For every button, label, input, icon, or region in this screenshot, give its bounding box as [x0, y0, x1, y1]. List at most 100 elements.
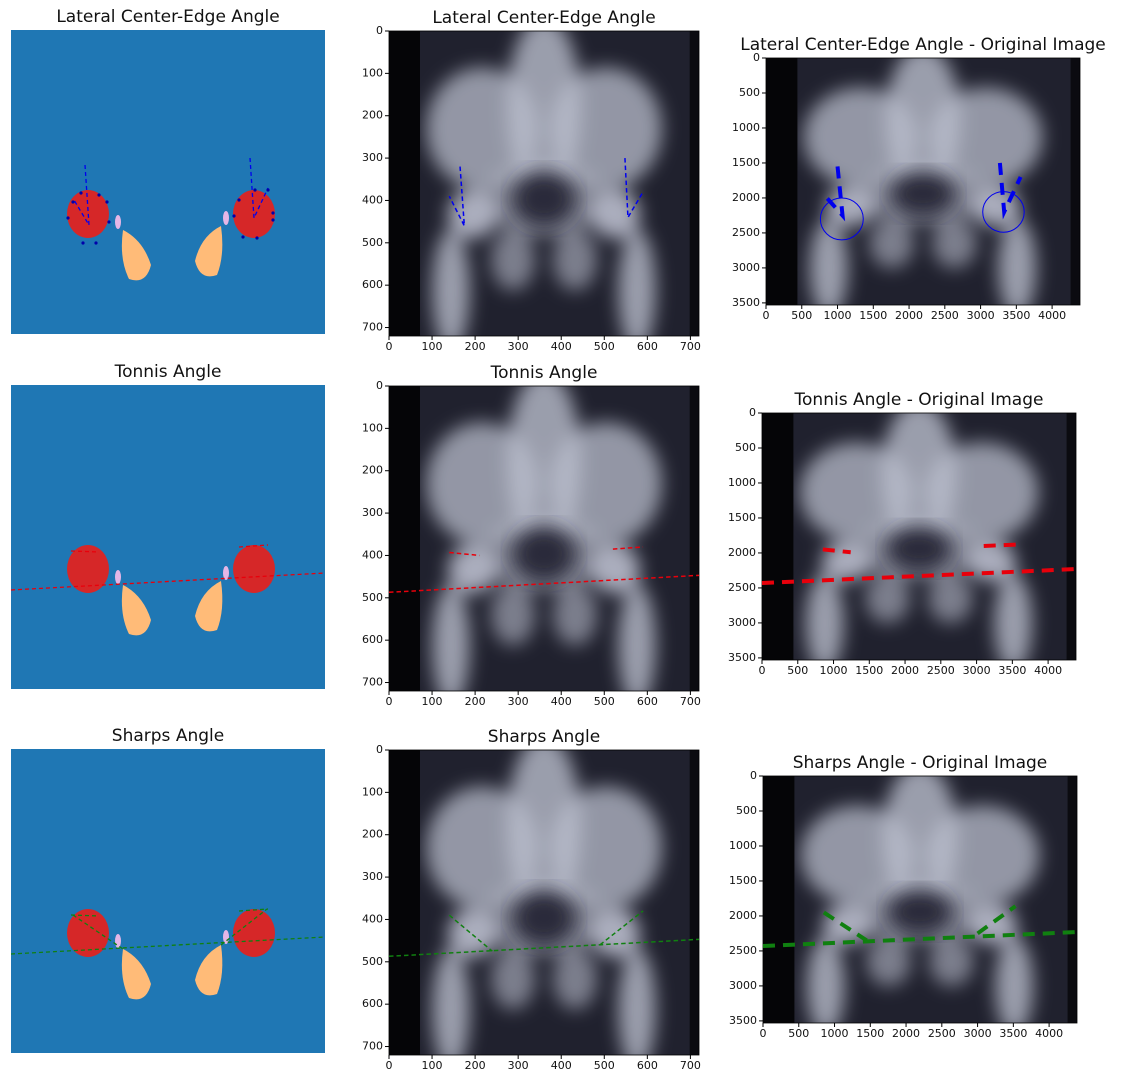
- x-tick-label: 3000: [967, 309, 995, 322]
- bone: [998, 219, 1036, 318]
- x-tick-label: 700: [680, 1059, 701, 1072]
- x-tick-label: 1500: [859, 309, 887, 322]
- y-tick-label: 1500: [729, 874, 757, 887]
- y-tick-label: 500: [739, 86, 760, 99]
- femoral-head: [233, 909, 275, 957]
- y-tick-label: 3000: [728, 616, 756, 629]
- landmark: [97, 193, 100, 196]
- y-tick-label: 700: [362, 1040, 383, 1053]
- landmark: [66, 216, 69, 219]
- xray-image: [389, 735, 699, 1071]
- panel-title: Sharps Angle: [112, 726, 224, 746]
- x-tick-label: 200: [465, 695, 486, 708]
- bone: [932, 219, 976, 268]
- bone: [618, 584, 655, 706]
- y-tick-label: 1000: [732, 121, 760, 134]
- teardrop: [223, 211, 229, 225]
- x-tick-label: 1000: [821, 1027, 849, 1040]
- y-tick-label: 1500: [732, 156, 760, 169]
- x-tick-label: 0: [760, 1027, 767, 1040]
- teardrop: [115, 570, 121, 584]
- bone: [432, 948, 469, 1070]
- landmark: [105, 200, 108, 203]
- teardrop: [115, 934, 121, 948]
- y-tick-label: 0: [750, 769, 757, 782]
- x-tick-label: 0: [763, 309, 770, 322]
- panel-title: Lateral Center-Edge Angle: [432, 8, 655, 28]
- x-tick-label: 1500: [856, 1027, 884, 1040]
- y-tick-label: 2500: [728, 581, 756, 594]
- y-tick-label: 500: [362, 236, 383, 249]
- landmark: [237, 198, 240, 201]
- bone: [867, 937, 911, 986]
- landmark: [266, 188, 269, 191]
- bone: [553, 229, 596, 290]
- pelvic-inlet: [888, 527, 951, 571]
- y-tick-label: 3500: [728, 651, 756, 664]
- panel: Lateral Center-Edge Angle010020030040050…: [362, 8, 701, 353]
- y-tick-label: 500: [735, 441, 756, 454]
- x-tick-label: 3500: [999, 1027, 1027, 1040]
- xray-image: [763, 764, 1077, 1036]
- panel-title: Lateral Center-Edge Angle - Original Ima…: [740, 35, 1105, 55]
- landmark: [232, 214, 235, 217]
- y-tick-label: 0: [376, 743, 383, 756]
- x-tick-label: 200: [465, 1059, 486, 1072]
- y-tick-label: 3000: [732, 261, 760, 274]
- panel-title: Lateral Center-Edge Angle: [56, 7, 279, 27]
- film-edge: [389, 386, 420, 691]
- bone: [618, 229, 655, 351]
- xray-image: [766, 46, 1080, 318]
- landmark: [71, 200, 74, 203]
- y-tick-label: 3000: [729, 979, 757, 992]
- x-tick-label: 200: [465, 340, 486, 353]
- x-tick-label: 1000: [824, 309, 852, 322]
- xray-image: [762, 401, 1076, 673]
- x-tick-label: 600: [637, 695, 658, 708]
- panel: Lateral Center-Edge Angle: [11, 7, 325, 334]
- bone: [995, 937, 1033, 1036]
- panel: Tonnis Angle0100200300400500600700010020…: [362, 363, 701, 708]
- bone: [491, 948, 534, 1009]
- y-tick-label: 1500: [728, 511, 756, 524]
- x-tick-label: 600: [637, 340, 658, 353]
- y-tick-label: 300: [362, 151, 383, 164]
- bone: [810, 219, 848, 318]
- y-tick-label: 0: [753, 51, 760, 64]
- landmark: [94, 241, 97, 244]
- x-tick-label: 3000: [963, 664, 991, 677]
- y-tick-label: 400: [362, 912, 383, 925]
- x-tick-label: 100: [422, 340, 443, 353]
- figure: Lateral Center-Edge Angle Lateral Center-…: [0, 0, 1133, 1072]
- y-tick-label: 0: [376, 24, 383, 37]
- x-tick-label: 2500: [927, 664, 955, 677]
- y-tick-label: 600: [362, 278, 383, 291]
- x-tick-label: 2000: [892, 1027, 920, 1040]
- film-edge: [1067, 413, 1076, 660]
- film-edge: [690, 750, 699, 1055]
- x-tick-label: 400: [551, 695, 572, 708]
- bone: [553, 948, 596, 1009]
- film-edge: [1071, 58, 1080, 305]
- x-tick-label: 300: [508, 695, 529, 708]
- film-edge: [762, 413, 793, 660]
- landmark: [79, 191, 82, 194]
- y-tick-label: 1000: [729, 839, 757, 852]
- bone: [807, 937, 845, 1036]
- landmark: [255, 236, 258, 239]
- y-tick-label: 100: [362, 421, 383, 434]
- x-tick-label: 100: [422, 695, 443, 708]
- film-edge: [690, 386, 699, 691]
- x-tick-label: 0: [386, 1059, 393, 1072]
- panel: Tonnis Angle: [11, 362, 325, 689]
- panel-title: Tonnis Angle: [114, 362, 222, 382]
- y-tick-label: 700: [362, 321, 383, 334]
- pelvic-inlet: [513, 526, 575, 581]
- x-tick-label: 300: [508, 1059, 529, 1072]
- y-tick-label: 100: [362, 66, 383, 79]
- x-tick-label: 4000: [1038, 309, 1066, 322]
- landmark: [81, 241, 84, 244]
- pelvic-inlet: [892, 172, 955, 216]
- segmentation-bg: [11, 30, 325, 334]
- x-tick-label: 600: [637, 1059, 658, 1072]
